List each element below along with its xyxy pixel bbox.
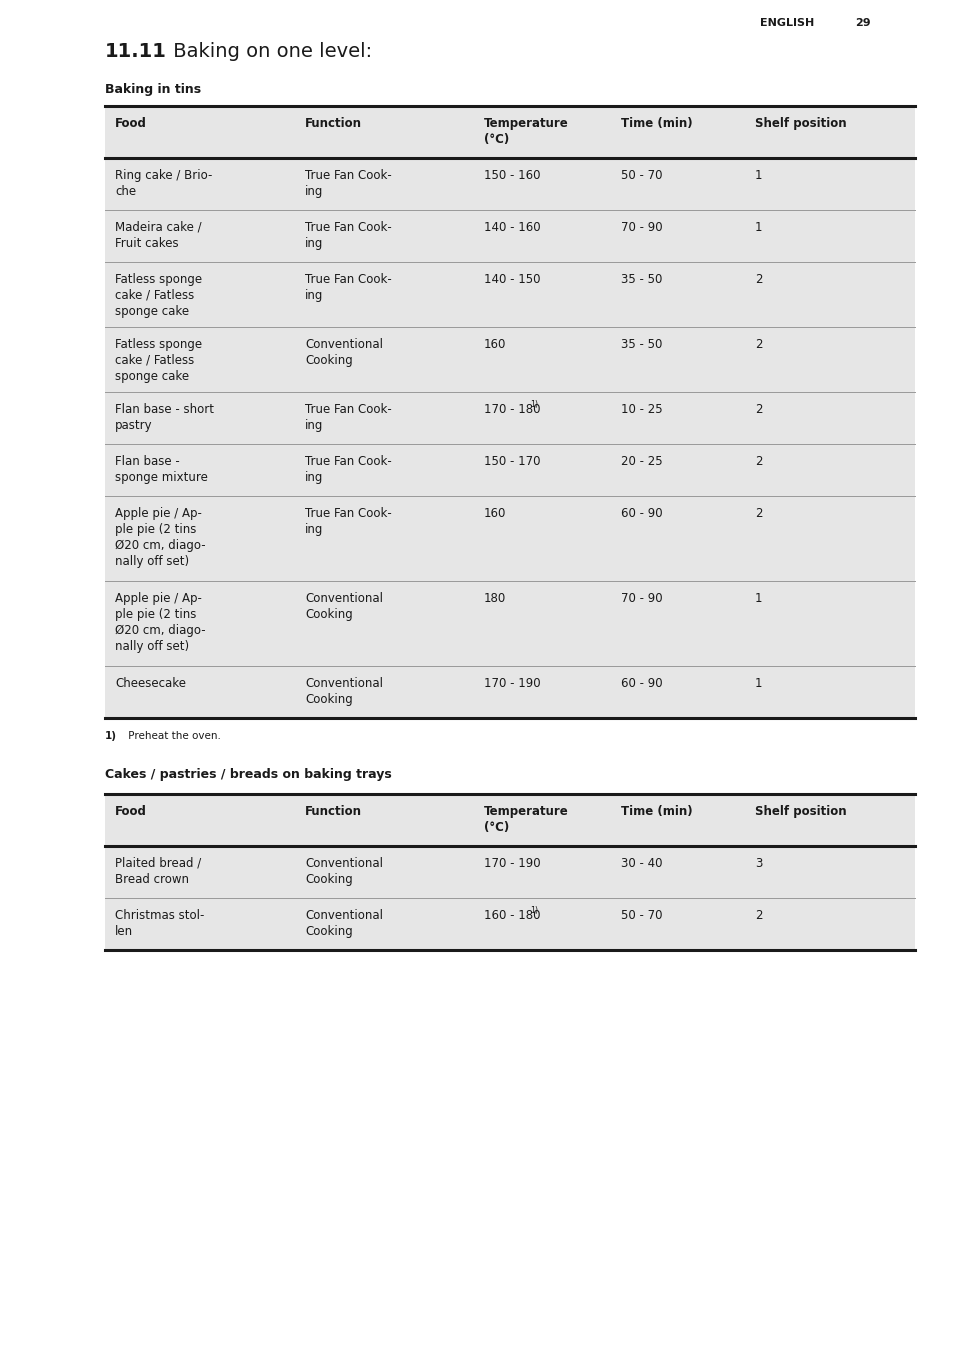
Text: 140 - 160: 140 - 160 [483, 221, 539, 234]
Text: Conventional
Cooking: Conventional Cooking [305, 677, 383, 705]
Text: Conventional
Cooking: Conventional Cooking [305, 857, 383, 886]
Text: 1): 1) [530, 401, 537, 409]
Bar [105, 581, 914, 666]
Text: Apple pie / Ap-
ple pie (2 tins
Ø20 cm, diago-
nally off set): Apple pie / Ap- ple pie (2 tins Ø20 cm, … [115, 592, 206, 653]
Text: Shelf position: Shelf position [754, 806, 845, 818]
Text: Time (min): Time (min) [620, 116, 692, 130]
Text: Plaited bread /
Bread crown: Plaited bread / Bread crown [115, 857, 201, 886]
Text: True Fan Cook-
ing: True Fan Cook- ing [305, 221, 392, 250]
Text: Temperature
(°C): Temperature (°C) [483, 116, 568, 146]
Text: True Fan Cook-
ing: True Fan Cook- ing [305, 169, 392, 198]
Bar [105, 444, 914, 496]
Text: True Fan Cook-
ing: True Fan Cook- ing [305, 455, 392, 483]
Text: 35 - 50: 35 - 50 [620, 338, 662, 351]
Bar [105, 898, 914, 951]
Text: 160 - 180: 160 - 180 [483, 909, 539, 922]
Text: True Fan Cook-
ing: True Fan Cook- ing [305, 403, 392, 432]
Text: 1: 1 [754, 592, 761, 605]
Text: Function: Function [305, 806, 362, 818]
Text: 2: 2 [754, 909, 761, 922]
Text: 140 - 150: 140 - 150 [483, 274, 539, 286]
Text: 150 - 160: 150 - 160 [483, 169, 539, 181]
Text: Temperature
(°C): Temperature (°C) [483, 806, 568, 834]
Text: Baking in tins: Baking in tins [105, 83, 201, 96]
Text: Time (min): Time (min) [620, 806, 692, 818]
Text: 11.11: 11.11 [105, 42, 167, 61]
Text: 170 - 190: 170 - 190 [483, 677, 539, 691]
Text: Food: Food [115, 806, 147, 818]
Text: Madeira cake /
Fruit cakes: Madeira cake / Fruit cakes [115, 221, 201, 250]
Text: 50 - 70: 50 - 70 [620, 169, 662, 181]
Text: 2: 2 [754, 403, 761, 416]
Text: Baking on one level:: Baking on one level: [167, 42, 372, 61]
Text: 170 - 180: 170 - 180 [483, 403, 539, 416]
Text: 2: 2 [754, 338, 761, 351]
Text: 30 - 40: 30 - 40 [620, 857, 662, 871]
Text: 70 - 90: 70 - 90 [620, 221, 662, 234]
Bar [105, 793, 914, 846]
Bar [105, 263, 914, 328]
Text: 2: 2 [754, 455, 761, 468]
Text: Fatless sponge
cake / Fatless
sponge cake: Fatless sponge cake / Fatless sponge cak… [115, 338, 202, 383]
Text: 180: 180 [483, 592, 505, 605]
Bar [105, 393, 914, 444]
Text: Conventional
Cooking: Conventional Cooking [305, 338, 383, 367]
Text: True Fan Cook-
ing: True Fan Cook- ing [305, 506, 392, 536]
Bar [105, 666, 914, 718]
Text: 29: 29 [854, 18, 870, 28]
Bar [105, 158, 914, 210]
Text: Flan base -
sponge mixture: Flan base - sponge mixture [115, 455, 208, 483]
Text: 2: 2 [754, 274, 761, 286]
Text: 60 - 90: 60 - 90 [620, 677, 662, 691]
Text: 3: 3 [754, 857, 761, 871]
Text: 50 - 70: 50 - 70 [620, 909, 662, 922]
Text: 20 - 25: 20 - 25 [620, 455, 662, 468]
Text: 35 - 50: 35 - 50 [620, 274, 662, 286]
Text: 1: 1 [754, 169, 761, 181]
Bar [105, 846, 914, 898]
Bar [105, 496, 914, 581]
Text: Flan base - short
pastry: Flan base - short pastry [115, 403, 213, 432]
Text: 70 - 90: 70 - 90 [620, 592, 662, 605]
Text: 160: 160 [483, 506, 505, 520]
Text: 1: 1 [754, 221, 761, 234]
Text: 150 - 170: 150 - 170 [483, 455, 539, 468]
Text: 1: 1 [754, 677, 761, 691]
Text: Cheesecake: Cheesecake [115, 677, 186, 691]
Text: Conventional
Cooking: Conventional Cooking [305, 592, 383, 621]
Text: 10 - 25: 10 - 25 [620, 403, 662, 416]
Text: Cakes / pastries / breads on baking trays: Cakes / pastries / breads on baking tray… [105, 768, 392, 781]
Text: 170 - 190: 170 - 190 [483, 857, 539, 871]
Text: True Fan Cook-
ing: True Fan Cook- ing [305, 274, 392, 302]
Text: 2: 2 [754, 506, 761, 520]
Text: Food: Food [115, 116, 147, 130]
Text: Conventional
Cooking: Conventional Cooking [305, 909, 383, 938]
Text: 60 - 90: 60 - 90 [620, 506, 662, 520]
Text: Apple pie / Ap-
ple pie (2 tins
Ø20 cm, diago-
nally off set): Apple pie / Ap- ple pie (2 tins Ø20 cm, … [115, 506, 206, 567]
Text: ENGLISH: ENGLISH [760, 18, 814, 28]
Text: 1): 1) [105, 731, 117, 741]
Text: Fatless sponge
cake / Fatless
sponge cake: Fatless sponge cake / Fatless sponge cak… [115, 274, 202, 318]
Text: Shelf position: Shelf position [754, 116, 845, 130]
Text: Christmas stol-
len: Christmas stol- len [115, 909, 204, 938]
Text: 1): 1) [530, 906, 537, 915]
Text: Preheat the oven.: Preheat the oven. [125, 731, 221, 741]
Bar [105, 106, 914, 158]
Bar [105, 328, 914, 393]
Text: Function: Function [305, 116, 362, 130]
Text: 160: 160 [483, 338, 505, 351]
Text: Ring cake / Brio-
che: Ring cake / Brio- che [115, 169, 213, 198]
Bar [105, 210, 914, 263]
